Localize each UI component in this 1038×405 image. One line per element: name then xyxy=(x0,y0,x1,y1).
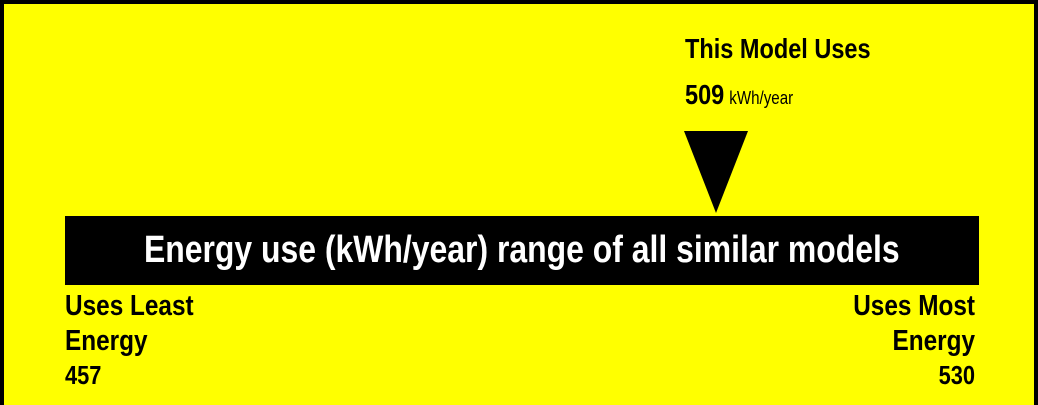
model-uses-heading-text: This Model Uses xyxy=(685,33,871,64)
down-triangle-icon xyxy=(684,131,748,213)
uses-most-line2: Energy xyxy=(892,325,975,357)
range-bar: Energy use (kWh/year) range of all simil… xyxy=(65,216,979,285)
uses-least-line1: Uses Least xyxy=(65,290,194,322)
uses-least-energy-label: Uses Least Energy 457 xyxy=(65,289,218,392)
model-value-number: 509 xyxy=(685,79,725,110)
model-uses-heading: This Model Uses xyxy=(685,32,906,66)
uses-most-line1: Uses Most xyxy=(853,290,975,322)
range-bar-title: Energy use (kWh/year) range of all simil… xyxy=(144,229,900,271)
model-value-unit: kWh/year xyxy=(729,88,794,108)
uses-least-line2: Energy xyxy=(65,325,148,357)
uses-most-energy-label: Uses Most Energy 530 xyxy=(830,289,975,392)
model-energy-value: 509 kWh/year xyxy=(685,78,814,117)
uses-least-value: 457 xyxy=(65,360,102,390)
uses-most-value: 530 xyxy=(938,360,975,390)
